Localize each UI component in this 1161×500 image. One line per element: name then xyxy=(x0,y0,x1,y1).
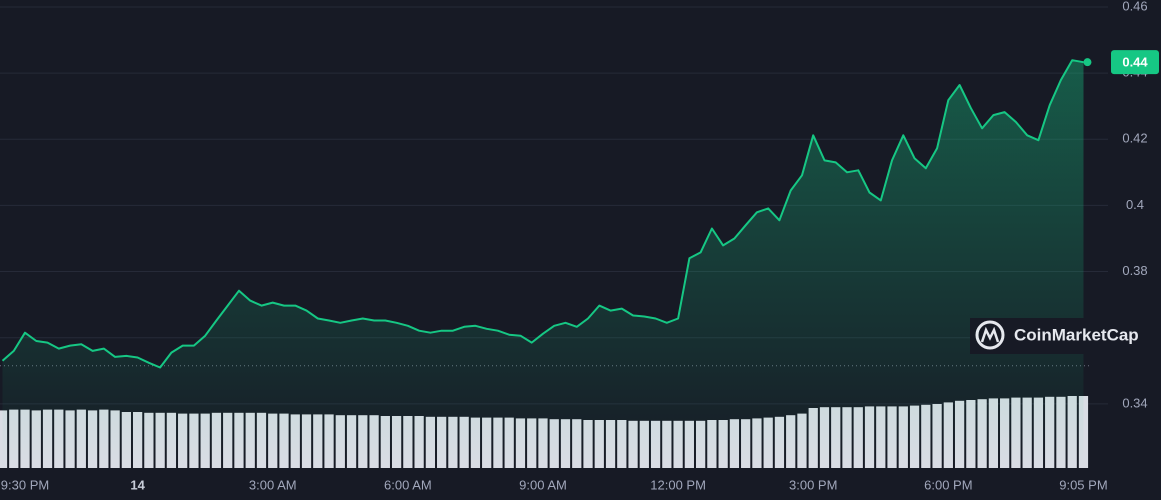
price-badge xyxy=(1111,50,1159,75)
watermark-logo-mark xyxy=(980,326,1000,343)
x-tick-label: 3:00 PM xyxy=(789,477,837,492)
x-tick-label: 9:00 AM xyxy=(519,477,567,492)
x-tick-label: 3:00 AM xyxy=(249,477,297,492)
x-tick-label: 12:00 PM xyxy=(650,477,706,492)
watermark-text: CoinMarketCap xyxy=(1014,325,1139,344)
watermark-backdrop xyxy=(970,318,1150,354)
grid xyxy=(0,6,1108,405)
watermark: CoinMarketCap xyxy=(970,318,1150,354)
y-tick-label: 0.38 xyxy=(1122,263,1147,278)
watermark-logo xyxy=(975,320,1005,350)
x-tick-label: 9:30 PM xyxy=(1,477,49,492)
price-area xyxy=(2,60,1084,468)
x-tick-label: 6:00 PM xyxy=(924,477,972,492)
y-tick-label: 0.42 xyxy=(1122,131,1147,146)
x-tick-label: 14 xyxy=(130,477,145,492)
price-badge-text: 0.44 xyxy=(1122,55,1148,70)
y-tick-label: 0.34 xyxy=(1122,395,1147,410)
y-tick-label: 0.46 xyxy=(1122,0,1147,13)
plot xyxy=(0,58,1092,468)
x-tick-label: 9:05 PM xyxy=(1059,477,1107,492)
x-tick-label: 6:00 AM xyxy=(384,477,432,492)
last-point xyxy=(1083,58,1092,67)
price-line xyxy=(1,59,1084,369)
y-tick-label: 0.4 xyxy=(1126,197,1144,212)
